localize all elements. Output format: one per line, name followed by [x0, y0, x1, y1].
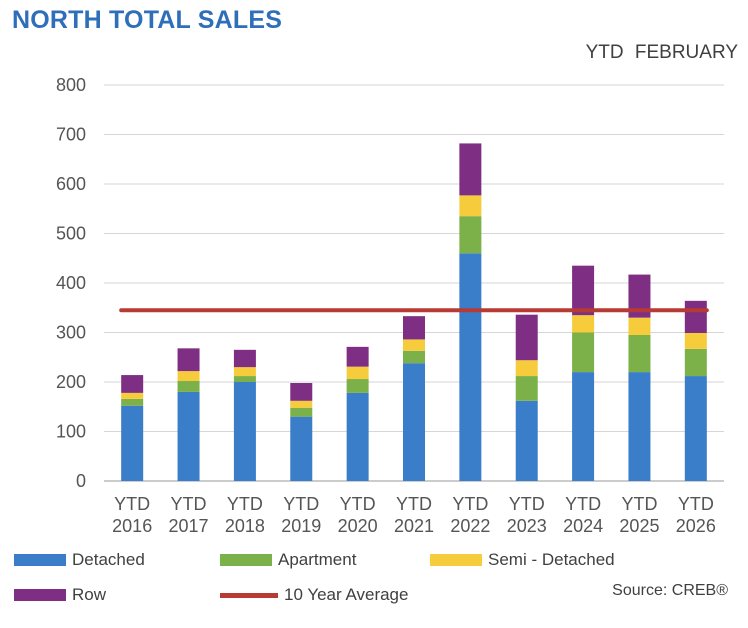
bar-semi-detached-ytd-2017	[177, 371, 200, 382]
bar-semi-detached-ytd-2016	[121, 392, 144, 399]
x-tick-label-ytd-2024-line1: 2024	[563, 516, 603, 536]
bar-row-ytd-2025	[628, 274, 651, 318]
bar-semi-detached-ytd-2026	[684, 332, 707, 349]
x-tick-label-ytd-2021-line1: 2021	[394, 516, 434, 536]
bar-detached-ytd-2016	[121, 405, 144, 481]
bar-semi-detached-ytd-2022	[459, 195, 482, 217]
bar-detached-ytd-2018	[233, 382, 256, 481]
x-tick-label-ytd-2025-line1: 2025	[619, 516, 659, 536]
bar-apartment-ytd-2023	[515, 376, 538, 401]
legend-swatch-apartment	[220, 554, 272, 566]
x-tick-label-ytd-2022-line0: YTD	[452, 494, 488, 514]
bar-detached-ytd-2022	[459, 253, 482, 481]
legend-swatch-10-year-average	[220, 592, 278, 598]
x-tick-label-ytd-2019-line0: YTD	[283, 494, 319, 514]
bar-apartment-ytd-2025	[628, 334, 651, 373]
source-credit: Source: CREB®	[612, 582, 728, 599]
chart-subtitle: YTD FEBRUARY	[585, 42, 738, 63]
bar-apartment-ytd-2019	[290, 407, 313, 417]
y-tick-label-300: 300	[56, 323, 86, 343]
bar-row-ytd-2017	[177, 348, 200, 372]
legend-label-row: Row	[72, 585, 107, 604]
legend-label-detached: Detached	[72, 550, 145, 569]
x-tick-label-ytd-2023-line1: 2023	[507, 516, 547, 536]
bar-detached-ytd-2017	[177, 391, 200, 481]
x-tick-label-ytd-2019-line1: 2019	[281, 516, 321, 536]
x-tick-label-ytd-2017-line1: 2017	[169, 516, 209, 536]
bar-detached-ytd-2023	[515, 400, 538, 481]
bar-apartment-ytd-2016	[121, 398, 144, 406]
bar-semi-detached-ytd-2019	[290, 400, 313, 408]
y-tick-label-100: 100	[56, 422, 86, 442]
x-tick-label-ytd-2024-line0: YTD	[565, 494, 601, 514]
x-tick-label-ytd-2025-line0: YTD	[621, 494, 657, 514]
legend-item-row: Row	[14, 585, 106, 605]
x-tick-label-ytd-2016-line0: YTD	[114, 494, 150, 514]
y-tick-label-200: 200	[56, 372, 86, 392]
x-tick-label-ytd-2017-line0: YTD	[171, 494, 207, 514]
bar-row-ytd-2020	[346, 346, 369, 367]
legend-swatch-row	[14, 589, 66, 601]
bar-semi-detached-ytd-2023	[515, 360, 538, 377]
legend-item-10-year-average: 10 Year Average	[220, 585, 408, 605]
bar-semi-detached-ytd-2024	[572, 315, 595, 333]
bar-semi-detached-ytd-2020	[346, 366, 369, 380]
bar-row-ytd-2018	[233, 349, 256, 368]
legend-item-detached: Detached	[14, 550, 145, 570]
legend-swatch-detached	[14, 554, 66, 566]
legend-item-apartment: Apartment	[220, 550, 356, 570]
stacked-bar-chart: 0100200300400500600700800YTD2016YTD2017Y…	[56, 75, 724, 536]
bar-apartment-ytd-2018	[233, 376, 256, 382]
x-tick-label-ytd-2016-line1: 2016	[112, 516, 152, 536]
bar-row-ytd-2023	[515, 314, 538, 361]
bar-detached-ytd-2021	[403, 363, 425, 481]
x-tick-label-ytd-2026-line0: YTD	[678, 494, 714, 514]
x-tick-label-ytd-2026-line1: 2026	[676, 516, 716, 536]
bar-detached-ytd-2019	[290, 416, 313, 481]
bar-row-ytd-2019	[290, 382, 313, 401]
bar-apartment-ytd-2024	[572, 332, 595, 373]
bar-semi-detached-ytd-2021	[403, 339, 425, 351]
legend-label-apartment: Apartment	[278, 550, 357, 569]
bar-row-ytd-2021	[403, 316, 425, 340]
bar-apartment-ytd-2020	[346, 379, 369, 393]
y-tick-label-400: 400	[56, 273, 86, 293]
bar-apartment-ytd-2026	[684, 348, 707, 377]
bar-row-ytd-2022	[459, 143, 482, 196]
x-tick-label-ytd-2020-line1: 2020	[338, 516, 378, 536]
x-tick-label-ytd-2022-line1: 2022	[450, 516, 490, 536]
x-tick-label-ytd-2018-line1: 2018	[225, 516, 265, 536]
legend-label-semi-detached: Semi - Detached	[488, 550, 615, 569]
bar-detached-ytd-2026	[684, 376, 707, 481]
bar-apartment-ytd-2017	[177, 381, 200, 392]
chart-title: NORTH TOTAL SALES	[12, 6, 283, 34]
bar-row-ytd-2016	[121, 375, 144, 393]
bar-semi-detached-ytd-2018	[233, 367, 256, 377]
bar-row-ytd-2024	[572, 265, 595, 316]
bar-apartment-ytd-2021	[403, 350, 425, 364]
y-tick-label-500: 500	[56, 224, 86, 244]
y-tick-label-700: 700	[56, 125, 86, 145]
x-tick-label-ytd-2023-line0: YTD	[509, 494, 545, 514]
bar-detached-ytd-2024	[572, 372, 595, 481]
bar-detached-ytd-2025	[628, 372, 651, 481]
x-tick-label-ytd-2018-line0: YTD	[227, 494, 263, 514]
y-tick-label-600: 600	[56, 174, 86, 194]
x-tick-label-ytd-2020-line0: YTD	[340, 494, 376, 514]
bar-apartment-ytd-2022	[459, 216, 482, 254]
legend-item-semi-detached: Semi - Detached	[430, 550, 615, 570]
bar-detached-ytd-2020	[346, 392, 369, 481]
x-tick-label-ytd-2021-line0: YTD	[396, 494, 432, 514]
bar-row-ytd-2026	[684, 300, 707, 333]
y-tick-label-800: 800	[56, 75, 86, 95]
bar-semi-detached-ytd-2025	[628, 317, 651, 335]
legend-swatch-semi-detached	[430, 554, 482, 566]
y-tick-label-0: 0	[76, 471, 86, 491]
legend-label-10-year-average: 10 Year Average	[284, 585, 409, 604]
